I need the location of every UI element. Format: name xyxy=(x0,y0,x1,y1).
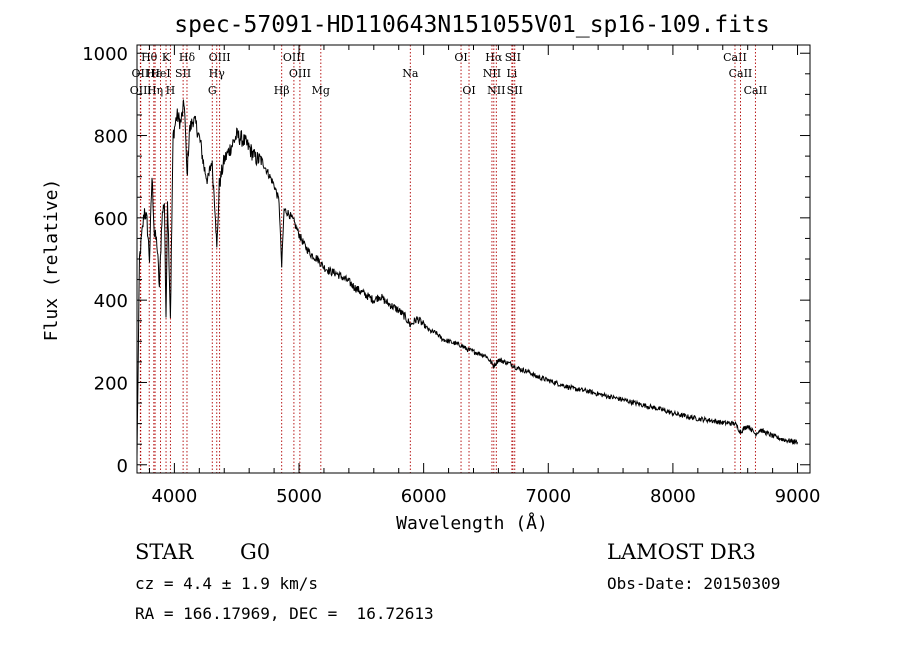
redshift-cz: cz = 4.4 ± 1.9 km/s xyxy=(135,574,319,593)
y-tick-label-1: 200 xyxy=(94,373,128,394)
observation-date: Obs-Date: 20150309 xyxy=(607,574,781,593)
line-label-9: Hδ xyxy=(179,51,196,64)
chart-title: spec-57091-HD110643N151055V01_sp16-109.f… xyxy=(174,12,769,38)
line-label-22: NII xyxy=(487,84,505,97)
x-tick-label-1: 5000 xyxy=(276,486,322,507)
line-label-23: SII xyxy=(505,51,521,64)
line-label-6: K xyxy=(162,51,171,64)
y-tick-label-5: 1000 xyxy=(82,44,128,65)
plot-frame xyxy=(136,44,811,474)
y-tick-label-0: 0 xyxy=(117,456,128,477)
line-label-4: Hη xyxy=(147,84,163,97)
line-label-18: OI xyxy=(454,51,467,64)
x-tick-label-2: 6000 xyxy=(401,486,447,507)
line-label-14: OIII xyxy=(289,67,311,80)
line-label-17: Na xyxy=(402,67,419,80)
line-label-11: Hγ xyxy=(209,67,226,80)
line-label-25: SII xyxy=(507,84,523,97)
line-label-24: Li xyxy=(506,67,517,80)
line-label-19: OI xyxy=(462,84,475,97)
line-label-8: SII xyxy=(175,67,191,80)
x-tick-label-0: 4000 xyxy=(151,486,197,507)
x-tick-label-3: 7000 xyxy=(525,486,571,507)
line-label-5: HeI xyxy=(150,67,170,80)
object-class: STAR xyxy=(135,540,194,564)
x-axis-label: Wavelength (Å) xyxy=(396,512,548,534)
line-label-2: OIII xyxy=(130,84,152,97)
line-label-13: OIII xyxy=(283,51,305,64)
line-label-26: CaII xyxy=(723,51,747,64)
line-label-20: Hα xyxy=(485,51,503,64)
coordinates: RA = 166.17969, DEC = 16.72613 xyxy=(135,604,434,623)
line-label-16: Mg xyxy=(312,84,330,97)
line-label-27: CaII xyxy=(729,67,753,80)
line-label-15: Hβ xyxy=(274,84,290,97)
object-subclass: G0 xyxy=(240,540,271,564)
line-label-7: H xyxy=(166,84,176,97)
y-tick-label-4: 800 xyxy=(94,127,128,148)
line-label-28: CaII xyxy=(744,84,768,97)
y-axis: 0 200 400 600 800 1000 xyxy=(82,44,810,477)
line-label-0: Hθ xyxy=(141,51,158,64)
x-axis: 4000 5000 6000 7000 8000 9000 xyxy=(148,45,821,507)
survey-name: LAMOST DR3 xyxy=(607,540,756,564)
y-axis-label: Flux (relative) xyxy=(41,179,62,342)
line-label-21: NII xyxy=(483,67,501,80)
y-tick-label-2: 400 xyxy=(94,291,128,312)
x-tick-label-5: 9000 xyxy=(775,486,821,507)
line-label-10: OIII xyxy=(209,51,231,64)
line-label-12: G xyxy=(208,84,217,97)
line-label-3: Hε xyxy=(146,67,162,80)
x-tick-label-4: 8000 xyxy=(650,486,696,507)
spectrum-line xyxy=(136,99,798,457)
y-tick-label-3: 600 xyxy=(94,209,128,230)
